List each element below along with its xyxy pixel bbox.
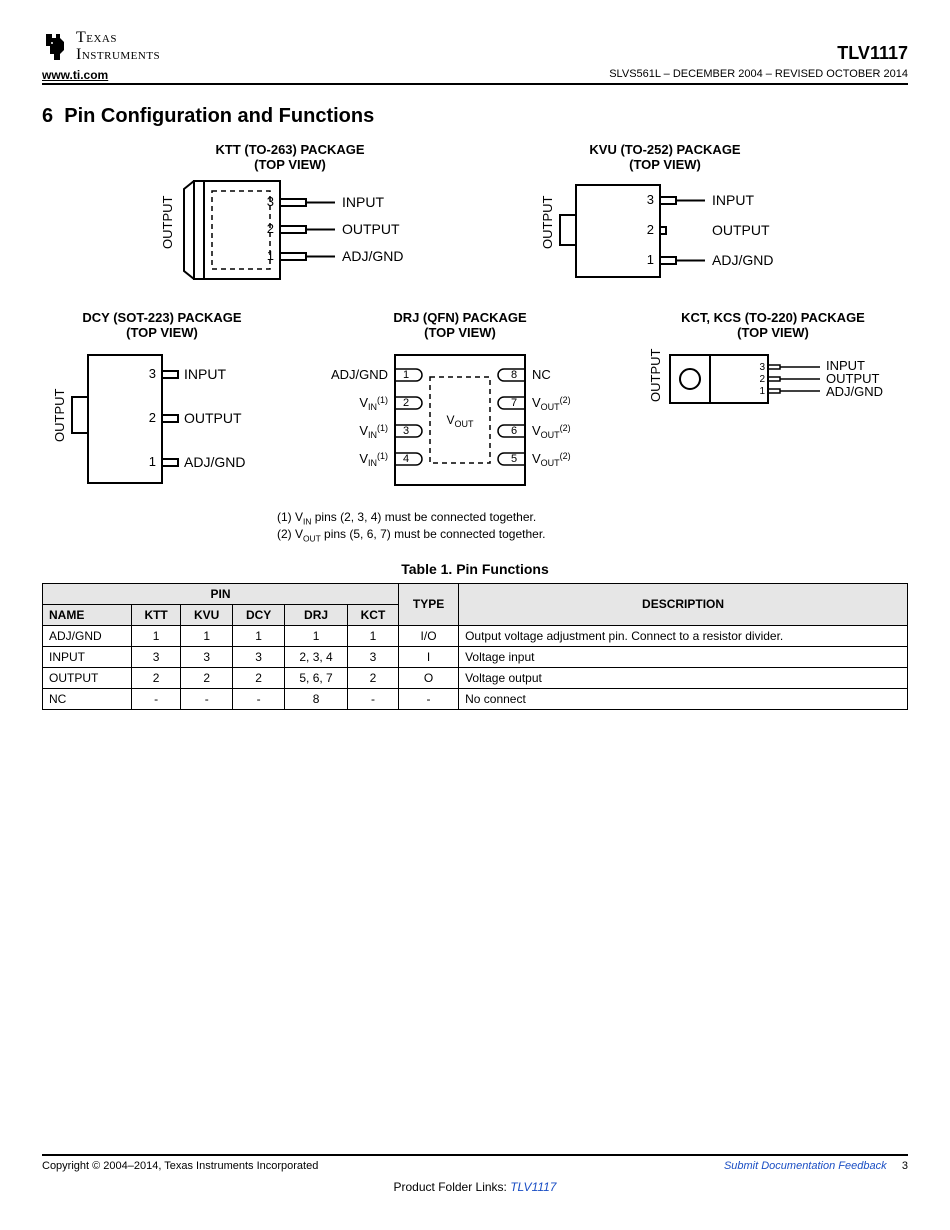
- pkg-kvu-view: (TOP VIEW): [629, 157, 701, 172]
- svg-text:OUTPUT: OUTPUT: [540, 195, 555, 249]
- page-footer: Copyright © 2004–2014, Texas Instruments…: [42, 1154, 908, 1194]
- th-ktt: KTT: [132, 604, 181, 625]
- section-number: 6: [42, 105, 53, 127]
- package-notes: (1) VIN pins (2, 3, 4) must be connected…: [277, 510, 908, 545]
- svg-text:3: 3: [403, 425, 409, 437]
- svg-text:1: 1: [403, 369, 409, 381]
- doc-reference: SLVS561L – DECEMBER 2004 – REVISED OCTOB…: [609, 68, 908, 82]
- page-header: Texas Instruments TLV1117: [42, 30, 908, 64]
- th-name: NAME: [43, 604, 132, 625]
- svg-text:1: 1: [149, 454, 156, 469]
- pkg-drj: DRJ (QFN) PACKAGE(TOP VIEW) VOUT 1 2 3 4…: [300, 310, 620, 500]
- part-number: TLV1117: [837, 43, 908, 64]
- svg-text:2: 2: [759, 374, 765, 385]
- folder-prefix: Product Folder Links:: [394, 1180, 511, 1194]
- svg-text:7: 7: [511, 397, 517, 409]
- copyright: Copyright © 2004–2014, Texas Instruments…: [42, 1160, 318, 1172]
- svg-text:3: 3: [267, 194, 274, 209]
- svg-text:INPUT: INPUT: [712, 192, 754, 208]
- svg-text:ADJ/GND: ADJ/GND: [342, 248, 403, 264]
- pin-functions-table: PIN TYPE DESCRIPTION NAME KTT KVU DCY DR…: [42, 583, 908, 710]
- svg-text:3: 3: [149, 366, 156, 381]
- svg-text:OUTPUT: OUTPUT: [342, 221, 400, 237]
- pkg-ktt-diagram: OUTPUT 3 2 1 INPUT OUTPUT ADJ/GND: [160, 179, 420, 289]
- th-type: TYPE: [399, 583, 459, 625]
- svg-text:VIN(1): VIN(1): [359, 395, 388, 412]
- pkg-drj-view: (TOP VIEW): [424, 325, 496, 340]
- header-url[interactable]: www.ti.com: [42, 68, 108, 82]
- th-kct: KCT: [347, 604, 398, 625]
- svg-text:VOUT: VOUT: [446, 413, 474, 429]
- pkg-dcy-view: (TOP VIEW): [126, 325, 198, 340]
- svg-text:ADJ/GND: ADJ/GND: [826, 384, 883, 399]
- package-row-2: DCY (SOT-223) PACKAGE(TOP VIEW) OUTPUT 3…: [52, 310, 898, 500]
- pkg-kvu-title: KVU (TO-252) PACKAGE: [589, 142, 740, 157]
- th-desc: DESCRIPTION: [459, 583, 908, 625]
- svg-text:8: 8: [511, 369, 517, 381]
- svg-text:OUTPUT: OUTPUT: [712, 222, 770, 238]
- svg-text:3: 3: [759, 362, 765, 373]
- svg-text:5: 5: [511, 453, 517, 465]
- svg-text:2: 2: [267, 221, 274, 236]
- ti-logo-icon: [42, 32, 70, 62]
- svg-text:VIN(1): VIN(1): [359, 451, 388, 468]
- pkg-drj-title: DRJ (QFN) PACKAGE: [393, 310, 526, 325]
- svg-text:INPUT: INPUT: [342, 194, 384, 210]
- svg-text:NC: NC: [532, 367, 551, 382]
- svg-text:INPUT: INPUT: [184, 366, 226, 382]
- table-caption: Table 1. Pin Functions: [42, 561, 908, 577]
- svg-text:OUTPUT: OUTPUT: [184, 410, 242, 426]
- company-line2: Instruments: [76, 47, 160, 64]
- svg-text:OUTPUT: OUTPUT: [160, 195, 175, 249]
- section-heading: Pin Configuration and Functions: [64, 105, 374, 127]
- pkg-kct-view: (TOP VIEW): [737, 325, 809, 340]
- svg-text:6: 6: [511, 425, 517, 437]
- pkg-ktt-view: (TOP VIEW): [254, 157, 326, 172]
- th-kvu: KVU: [181, 604, 233, 625]
- pkg-ktt-title: KTT (TO-263) PACKAGE: [215, 142, 364, 157]
- th-pin: PIN: [43, 583, 399, 604]
- table-row: ADJ/GND11111I/OOutput voltage adjustment…: [43, 625, 908, 646]
- table-row: INPUT3332, 3, 43IVoltage input: [43, 646, 908, 667]
- svg-text:VOUT(2): VOUT(2): [532, 395, 571, 412]
- svg-text:ADJ/GND: ADJ/GND: [331, 367, 388, 382]
- company-line1: Texas: [76, 30, 160, 47]
- svg-text:2: 2: [403, 397, 409, 409]
- pkg-drj-diagram: VOUT 1 2 3 4 ADJ/GND VIN(1) VIN(1) VIN(1…: [300, 347, 620, 497]
- pkg-kct: KCT, KCS (TO-220) PACKAGE(TOP VIEW) OUTP…: [648, 310, 898, 420]
- company-logo: Texas Instruments: [42, 30, 160, 64]
- pkg-ktt: KTT (TO-263) PACKAGE(TOP VIEW) OUTPUT 3 …: [160, 142, 420, 292]
- svg-text:2: 2: [149, 410, 156, 425]
- package-row-1: KTT (TO-263) PACKAGE(TOP VIEW) OUTPUT 3 …: [42, 142, 908, 292]
- pkg-kct-title: KCT, KCS (TO-220) PACKAGE: [681, 310, 865, 325]
- th-drj: DRJ: [285, 604, 348, 625]
- pkg-kvu-diagram: OUTPUT 3 2 1 INPUT OUTPUT ADJ/GND: [540, 179, 790, 289]
- svg-text:1: 1: [267, 248, 274, 263]
- svg-text:ADJ/GND: ADJ/GND: [712, 252, 773, 268]
- pkg-dcy-title: DCY (SOT-223) PACKAGE: [82, 310, 241, 325]
- th-dcy: DCY: [233, 604, 285, 625]
- svg-text:OUTPUT: OUTPUT: [648, 348, 663, 402]
- svg-text:3: 3: [647, 192, 654, 207]
- sub-header: www.ti.com SLVS561L – DECEMBER 2004 – RE…: [42, 68, 908, 85]
- feedback-link[interactable]: Submit Documentation Feedback: [724, 1160, 887, 1172]
- svg-text:4: 4: [403, 453, 409, 465]
- section-title: 6 Pin Configuration and Functions: [42, 105, 908, 128]
- page-number: 3: [902, 1160, 908, 1172]
- svg-text:ADJ/GND: ADJ/GND: [184, 454, 245, 470]
- svg-text:VOUT(2): VOUT(2): [532, 451, 571, 468]
- svg-text:VOUT(2): VOUT(2): [532, 423, 571, 440]
- table-row: NC---8--No connect: [43, 688, 908, 709]
- svg-text:1: 1: [647, 252, 654, 267]
- table-row: OUTPUT2225, 6, 72OVoltage output: [43, 667, 908, 688]
- svg-text:VIN(1): VIN(1): [359, 423, 388, 440]
- pkg-dcy-diagram: OUTPUT 3 2 1 INPUT OUTPUT ADJ/GND: [52, 347, 272, 497]
- svg-text:2: 2: [647, 222, 654, 237]
- folder-link[interactable]: TLV1117: [510, 1180, 556, 1194]
- pkg-dcy: DCY (SOT-223) PACKAGE(TOP VIEW) OUTPUT 3…: [52, 310, 272, 500]
- pkg-kct-diagram: OUTPUT 3 2 1 INPUT OUTPUT ADJ/GND: [648, 347, 898, 417]
- svg-text:1: 1: [759, 386, 765, 397]
- pkg-kvu: KVU (TO-252) PACKAGE(TOP VIEW) OUTPUT 3 …: [540, 142, 790, 292]
- svg-text:OUTPUT: OUTPUT: [52, 388, 67, 442]
